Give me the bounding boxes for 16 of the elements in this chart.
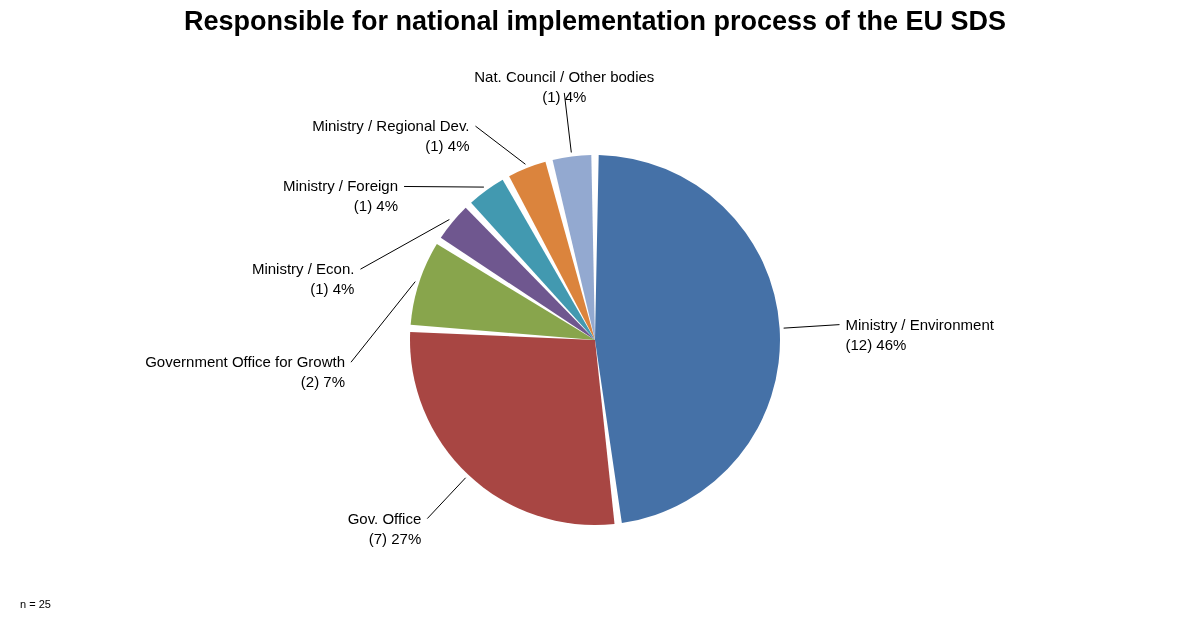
slice-label: Gov. Office: [347, 509, 422, 527]
slice-label: Ministry / Regional Dev.: [312, 117, 470, 135]
data-label: (2) 7%: [300, 373, 346, 391]
data-label: (7) 27%: [368, 529, 422, 547]
slice-label: Ministry / Environment: [845, 315, 995, 333]
text: n = 25: [20, 598, 51, 610]
slice-label: Ministry / Econ.: [251, 260, 355, 278]
data-label: (12) 46%: [845, 335, 907, 353]
data-label: (1) 4%: [425, 137, 470, 155]
data-label: (1) 4%: [310, 280, 355, 298]
chart-title: Responsible for national implementation process of the EU SDS: [183, 6, 1007, 36]
slice-label: Nat. Council / Other bodies: [474, 67, 655, 85]
slice-label: Ministry / Foreign: [283, 177, 399, 195]
data-label: (1) 4%: [353, 197, 399, 215]
slice-label: Government Office for Growth: [145, 353, 346, 371]
data-label: (1) 4%: [542, 87, 587, 105]
